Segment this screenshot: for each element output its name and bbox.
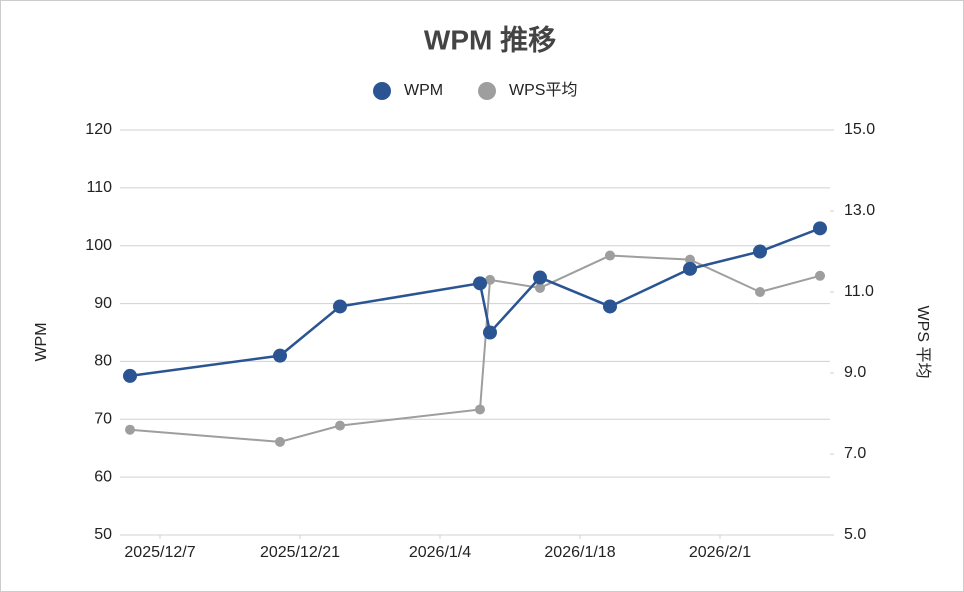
data-point xyxy=(473,276,487,291)
x-tick-label: 2026/1/18 xyxy=(544,544,615,561)
data-point xyxy=(813,221,827,236)
data-point xyxy=(125,424,135,435)
y-tick-label: 70 xyxy=(94,411,112,428)
data-point xyxy=(123,368,137,383)
legend-marker xyxy=(373,82,391,100)
legend-label: WPM xyxy=(404,82,443,99)
y-tick-label: 60 xyxy=(94,468,112,485)
data-point xyxy=(533,270,547,285)
y2-tick-label: 9.0 xyxy=(844,364,866,381)
data-point xyxy=(603,299,617,314)
data-point xyxy=(275,436,285,447)
data-point xyxy=(753,244,767,259)
legend-label: WPS平均 xyxy=(509,81,577,99)
data-point xyxy=(605,250,615,261)
data-point xyxy=(333,299,347,314)
data-point xyxy=(273,348,287,363)
series-line xyxy=(129,254,821,443)
y2-tick-label: 15.0 xyxy=(844,121,875,138)
x-tick-label: 2025/12/7 xyxy=(124,544,195,561)
y2-tick-label: 5.0 xyxy=(844,526,866,543)
legend-marker xyxy=(478,82,496,100)
y2-tick-label: 13.0 xyxy=(844,202,875,219)
data-point xyxy=(683,261,697,276)
y-tick-label: 80 xyxy=(94,353,112,370)
x-tick-label: 2026/1/4 xyxy=(409,544,471,561)
y-axis-title: WPM xyxy=(33,322,50,361)
data-point xyxy=(475,404,485,415)
data-point xyxy=(685,254,695,265)
y2-tick-label: 7.0 xyxy=(844,445,866,462)
chart-title: WPM 推移 xyxy=(424,24,556,55)
y-tick-label: 110 xyxy=(86,179,112,196)
y-tick-label: 100 xyxy=(85,237,112,254)
data-point xyxy=(335,420,345,431)
x-tick-label: 2025/12/21 xyxy=(260,544,340,561)
data-point xyxy=(483,325,497,340)
x-tick-label: 2026/2/1 xyxy=(689,544,751,561)
y-tick-label: 50 xyxy=(94,526,112,543)
y2-axis-title: WPS 平均 xyxy=(914,306,932,379)
y-tick-label: 90 xyxy=(94,295,112,312)
data-point xyxy=(535,282,545,293)
series-line xyxy=(129,227,821,378)
y-tick-label: 120 xyxy=(85,121,112,138)
data-point xyxy=(755,287,765,297)
data-point xyxy=(485,274,495,285)
data-point xyxy=(815,270,825,281)
y2-tick-label: 11.0 xyxy=(844,283,874,300)
